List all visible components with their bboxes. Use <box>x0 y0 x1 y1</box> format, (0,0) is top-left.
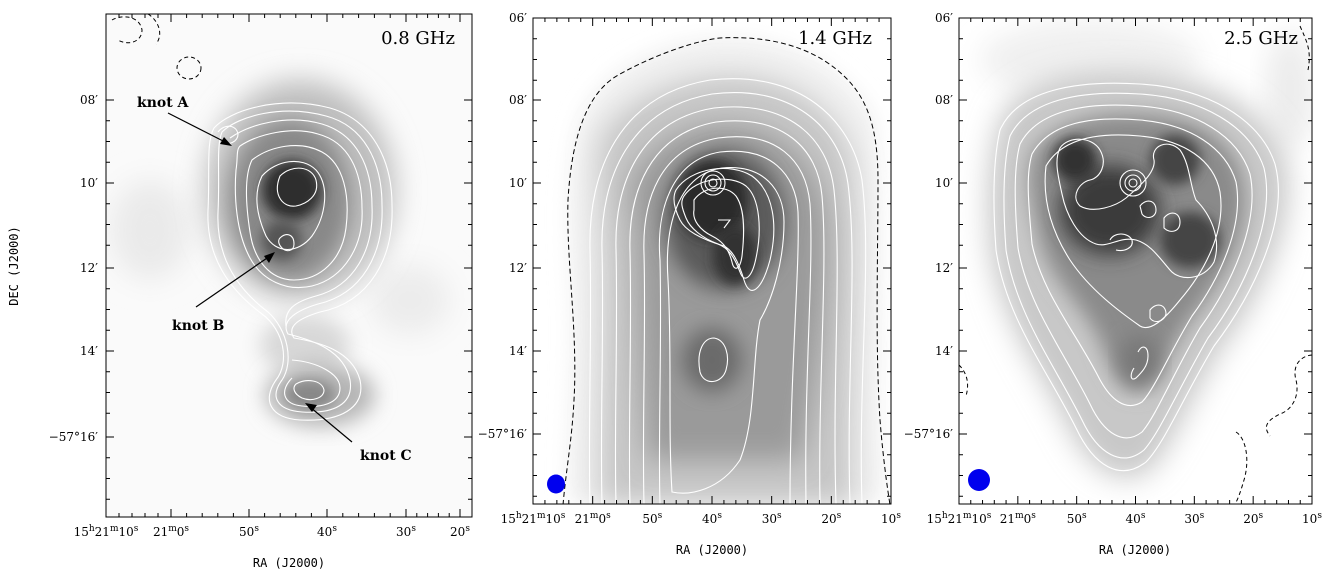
y-tick-label: 12′ <box>509 261 527 275</box>
x-tick-label: 10s <box>1302 511 1322 526</box>
knot-a-arrow <box>167 112 232 146</box>
left-y-axis-label: DEC (J2000) <box>7 226 21 305</box>
y-tick-label: 08′ <box>935 93 953 107</box>
y-tick-label: −57°16′ <box>904 427 954 441</box>
y-tick-label: 14′ <box>80 344 98 358</box>
x-tick-label: 20s <box>821 511 841 526</box>
left-frame <box>105 13 473 518</box>
y-tick-label: 08′ <box>509 93 527 107</box>
x-tick-label: 20s <box>450 524 470 539</box>
panel-right: 15h21m10s 21m0s 50s 40s 30s 20s 10s 06′ 08′ 10′ 12… <box>904 11 1322 557</box>
x-tick-label: 30s <box>762 511 782 526</box>
middle-ticks: 15h21m10s 21m0s 50s 40s 30s 20s 10s 06′ 08′ 10′ 12… <box>478 11 902 526</box>
y-tick-label: 12′ <box>935 261 953 275</box>
middle-frequency-label: 1.4 GHz <box>798 28 872 49</box>
x-tick-label: 15h21m10s <box>74 524 139 539</box>
x-tick-label: 40s <box>317 524 337 539</box>
x-tick-label: 10s <box>881 511 901 526</box>
y-tick-label: 14′ <box>509 344 527 358</box>
middle-image <box>533 18 891 504</box>
x-tick-label: 21m0s <box>1000 511 1036 526</box>
left-image <box>106 14 472 517</box>
x-tick-label: 15h21m10s <box>927 511 992 526</box>
x-tick-label: 21m0s <box>575 511 611 526</box>
x-tick-label: 50s <box>1067 511 1087 526</box>
right-beam-ellipse <box>968 469 990 491</box>
y-tick-label: −57°16′ <box>478 427 528 441</box>
y-tick-label: 08′ <box>80 93 98 107</box>
panel-left: 15h21m10s 21m0s 50s 40s 30s 20s 08′ 10′ 12′ 14′ −5… <box>7 13 473 570</box>
y-tick-label: 10′ <box>80 176 98 190</box>
knot-c-arrow <box>305 403 353 443</box>
left-x-axis-label: RA (J2000) <box>253 556 325 570</box>
x-tick-label: 40s <box>702 511 722 526</box>
right-ticks: 15h21m10s 21m0s 50s 40s 30s 20s 10s 06′ 08′ 10′ 12… <box>904 11 1322 526</box>
right-x-axis-label: RA (J2000) <box>1099 543 1171 557</box>
knot-a-label: knot A <box>137 95 190 111</box>
x-tick-label: 50s <box>642 511 662 526</box>
middle-dashed-contour <box>562 37 891 504</box>
y-tick-label: 06′ <box>935 11 953 25</box>
y-tick-label: 06′ <box>509 11 527 25</box>
y-tick-label: 10′ <box>935 176 953 190</box>
x-tick-label: 50s <box>239 524 259 539</box>
left-ticks: 15h21m10s 21m0s 50s 40s 30s 20s 08′ 10′ 12′ 14′ −5… <box>49 14 472 539</box>
y-tick-label: 14′ <box>935 344 953 358</box>
right-image <box>959 18 1312 504</box>
left-frequency-label: 0.8 GHz <box>381 28 455 49</box>
y-tick-label: 10′ <box>509 176 527 190</box>
y-tick-label: −57°16′ <box>49 430 99 444</box>
knot-b-label: knot B <box>172 318 225 334</box>
knot-c-label: knot C <box>360 448 412 464</box>
panel-middle: 15h21m10s 21m0s 50s 40s 30s 20s 10s 06′ 08′ 10′ 12… <box>478 11 902 557</box>
y-tick-label: 12′ <box>80 261 98 275</box>
x-tick-label: 30s <box>396 524 416 539</box>
x-tick-label: 40s <box>1126 511 1146 526</box>
middle-x-axis-label: RA (J2000) <box>676 543 748 557</box>
x-tick-label: 21m0s <box>153 524 189 539</box>
right-frequency-label: 2.5 GHz <box>1224 28 1298 49</box>
x-tick-label: 30s <box>1184 511 1204 526</box>
knot-b-arrow <box>195 252 275 308</box>
middle-beam-ellipse <box>547 474 565 494</box>
x-tick-label: 15h21m10s <box>501 511 566 526</box>
x-tick-label: 20s <box>1243 511 1263 526</box>
